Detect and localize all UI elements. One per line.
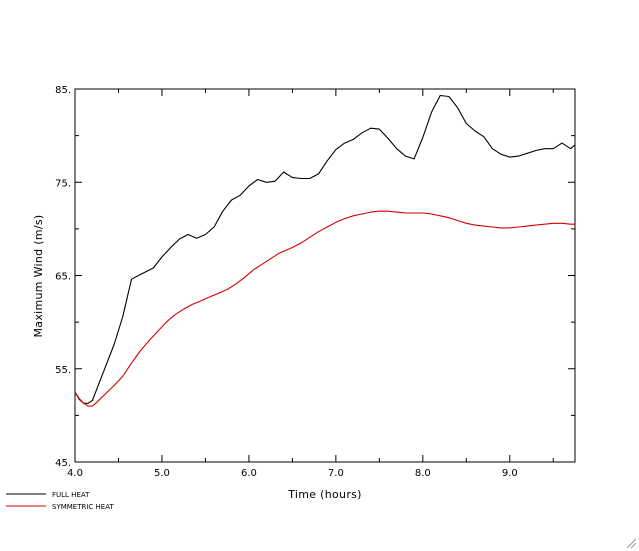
x-tick-label: 8.0 bbox=[415, 468, 431, 479]
series-line-symmetric-heat bbox=[74, 210, 575, 407]
y-axis-title: Maximum Wind (m/s) bbox=[32, 215, 45, 338]
y-tick-label: 85. bbox=[55, 85, 71, 96]
series-line-full-heat bbox=[74, 94, 576, 404]
x-tick-label: 5.0 bbox=[154, 468, 170, 479]
plot-border bbox=[74, 88, 576, 463]
x-tick-label: 6.0 bbox=[241, 468, 257, 479]
x-axis-title: Time (hours) bbox=[287, 488, 362, 501]
x-tick-label: 7.0 bbox=[328, 468, 344, 479]
axis-ticks bbox=[74, 88, 575, 463]
x-tick-label: 4.0 bbox=[67, 468, 83, 479]
series-layer bbox=[74, 94, 576, 407]
legend-label-symmetric-heat: SYMMETRIC HEAT bbox=[52, 503, 114, 511]
legend: FULL HEAT SYMMETRIC HEAT bbox=[6, 491, 114, 511]
tick-labels: 4.0 5.0 6.0 7.0 8.0 9.0 45. 55. 65. 75. 85. bbox=[55, 85, 518, 479]
resize-grip-icon[interactable] bbox=[625, 537, 637, 549]
x-tick-label: 9.0 bbox=[502, 468, 518, 479]
legend-label-full-heat: FULL HEAT bbox=[52, 491, 90, 499]
y-tick-label: 55. bbox=[55, 365, 71, 376]
y-tick-label: 45. bbox=[55, 458, 71, 469]
y-tick-label: 75. bbox=[55, 178, 71, 189]
y-tick-label: 65. bbox=[55, 272, 71, 283]
plot-frame bbox=[74, 88, 576, 463]
